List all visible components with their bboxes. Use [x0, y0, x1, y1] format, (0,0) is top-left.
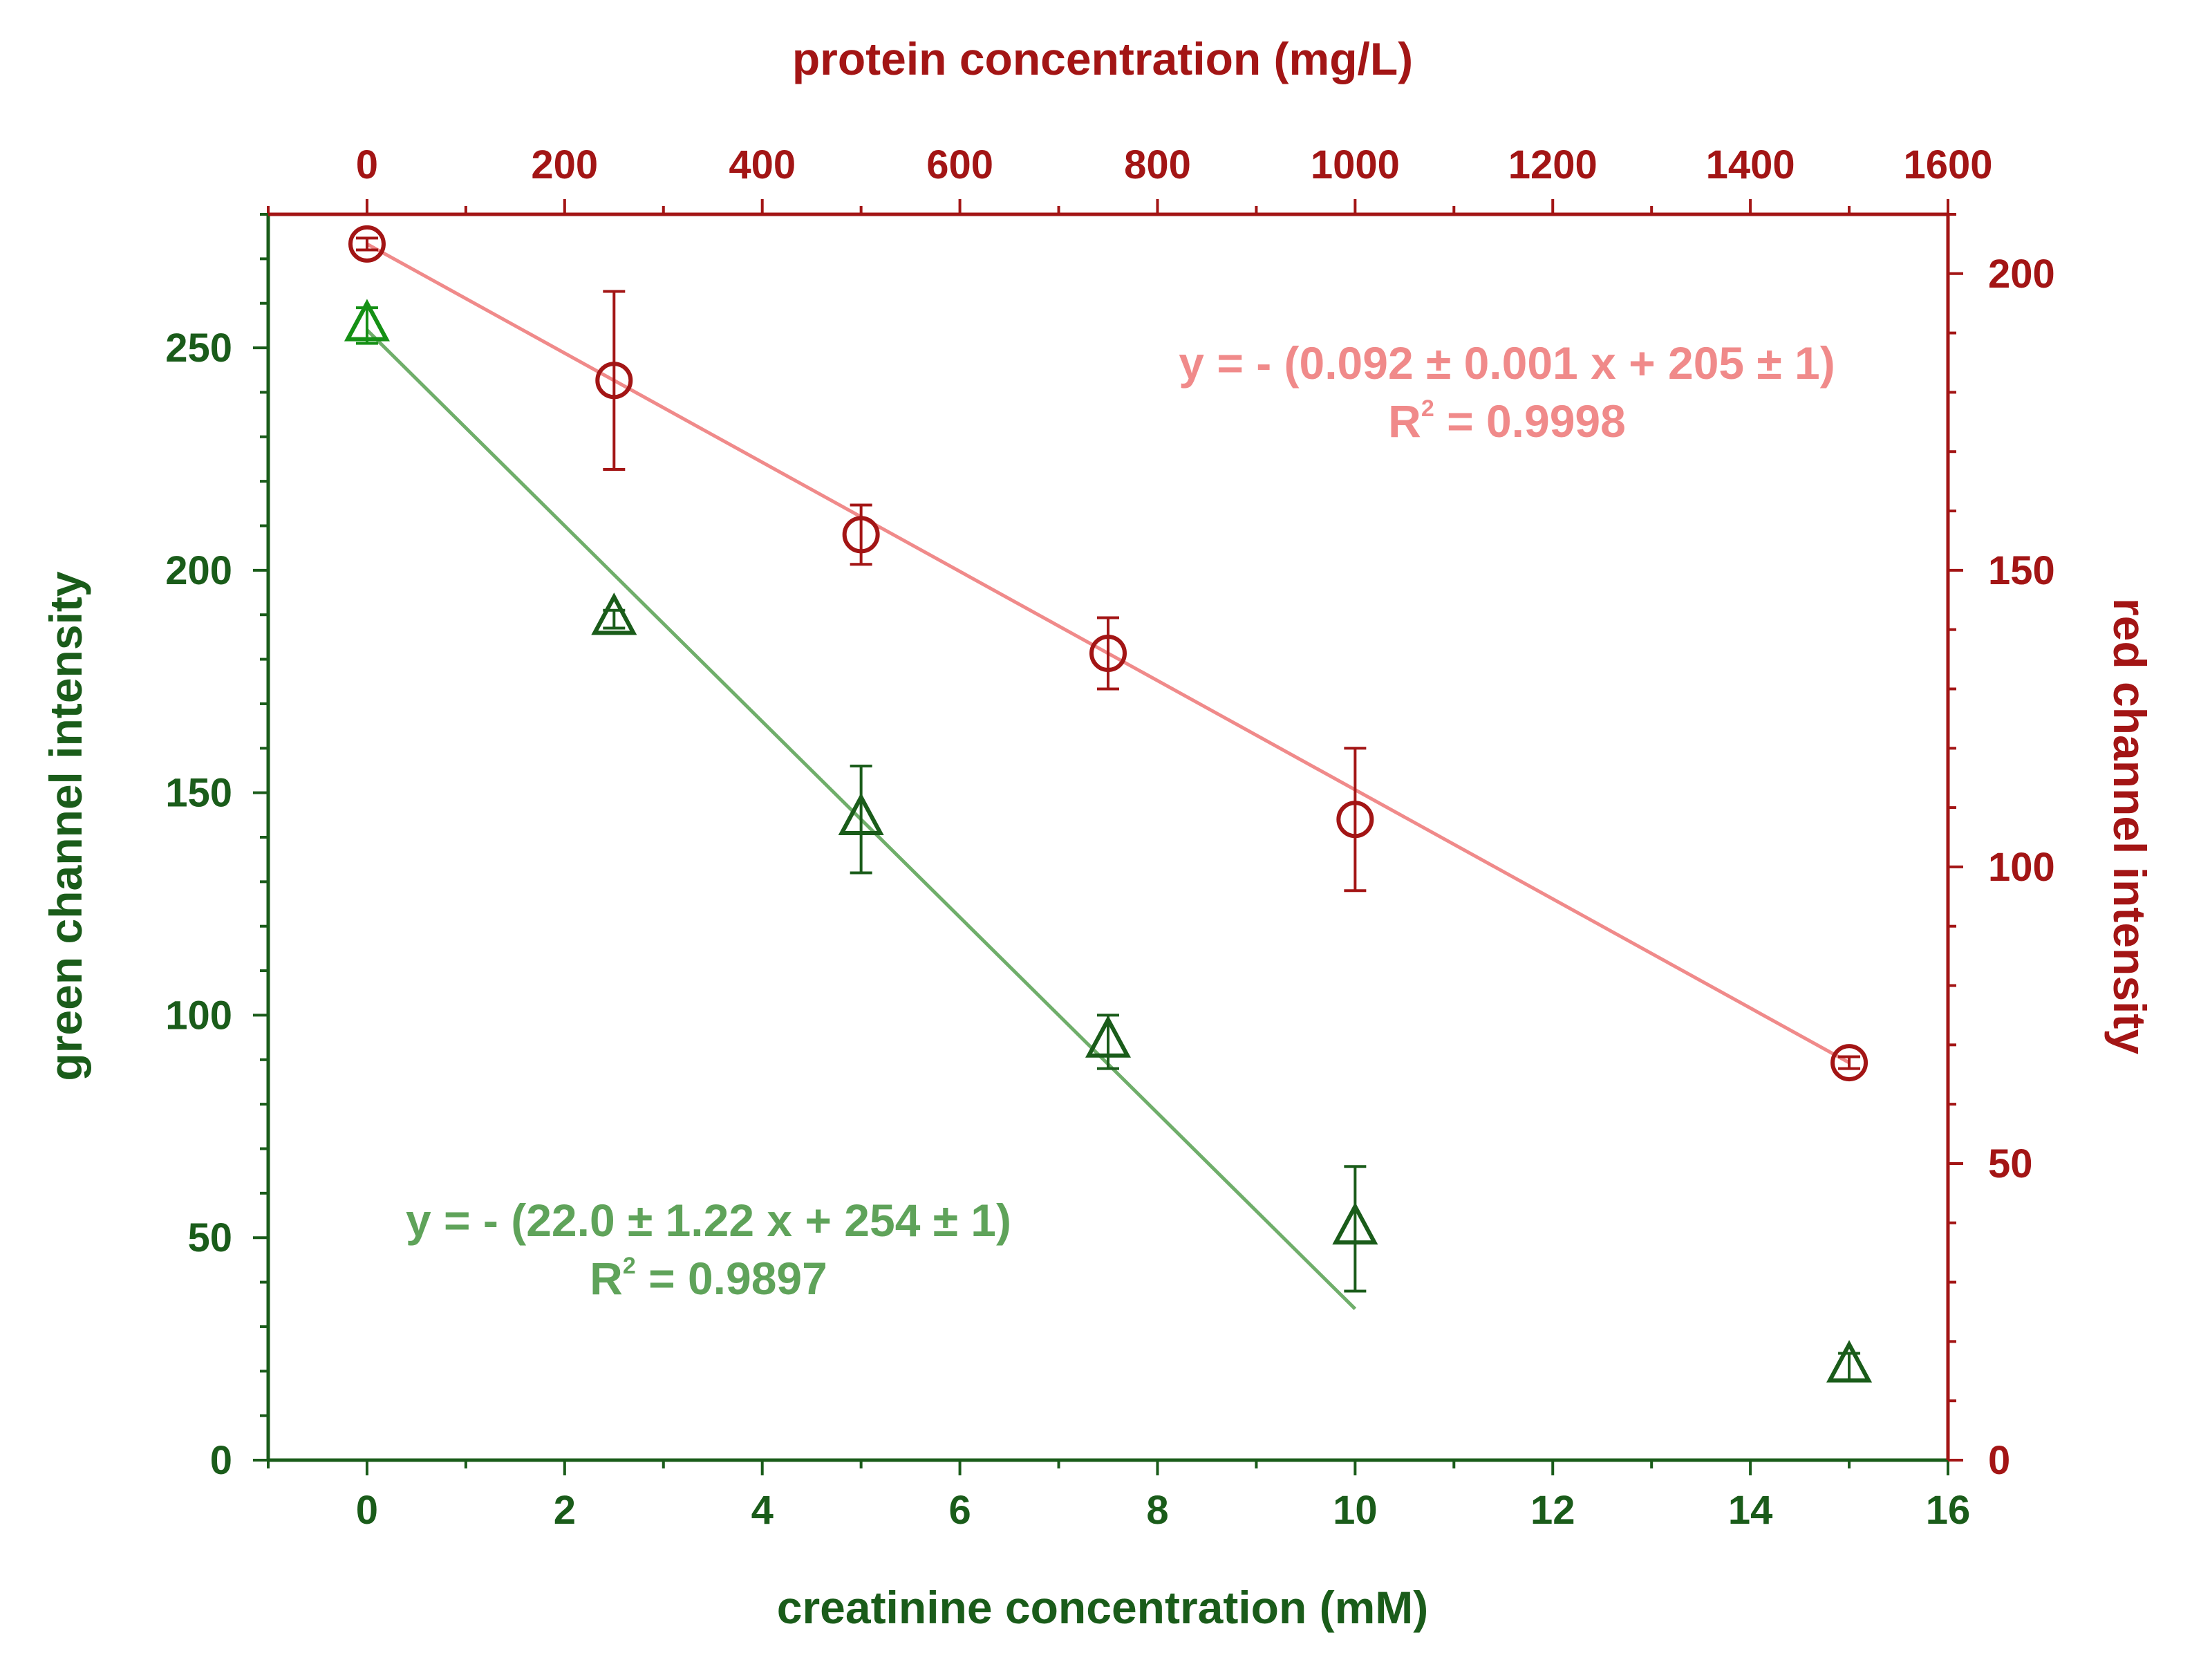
green-fit-r2-prefix: R: [590, 1253, 623, 1304]
triangle-marker: [344, 299, 390, 342]
y2-axis-title: red channel intensity: [2104, 598, 2155, 1054]
x2-tick-label: 0: [356, 142, 378, 187]
x-tick-label: 16: [1926, 1488, 1971, 1533]
triangle-marker: [591, 592, 637, 635]
y-tick-label: 200: [165, 548, 232, 593]
x2-tick-label: 1000: [1311, 142, 1400, 187]
circle-marker: [1830, 1044, 1868, 1082]
y-tick-label: 50: [187, 1215, 232, 1260]
x2-axis-title: protein concentration (mg/L): [792, 33, 1413, 84]
circle-marker: [348, 225, 386, 263]
green-fit-r2: R2 = 0.9897: [590, 1253, 827, 1304]
x-tick-label: 10: [1333, 1488, 1378, 1533]
circle-marker: [1089, 634, 1127, 672]
green-fit-equation: y = - (22.0 ± 1.22 x + 254 ± 1): [406, 1195, 1011, 1246]
green-fit-r2-sup: 2: [623, 1253, 636, 1279]
y-tick-label: 0: [210, 1438, 232, 1483]
green-fit-r2-value: = 0.9897: [636, 1253, 827, 1304]
x-tick-label: 4: [751, 1488, 774, 1533]
circle-marker: [842, 516, 880, 554]
fit-lines: [366, 242, 1851, 1310]
red-fit-equation: y = - (0.092 ± 0.001 x + 205 ± 1): [1179, 337, 1835, 389]
triangle-marker: [838, 792, 884, 836]
x2-tick-label: 800: [1124, 142, 1191, 187]
x2-tick-label: 1600: [1903, 142, 1992, 187]
red-fit-r2-sup: 2: [1421, 395, 1434, 422]
y-axis-title: green channel intensity: [40, 571, 91, 1081]
x2-tick-label: 1400: [1706, 142, 1795, 187]
triangle-marker: [1332, 1202, 1378, 1245]
plot-frame: [266, 212, 1950, 1462]
y-tick-label: 100: [165, 993, 232, 1038]
x-tick-label: 0: [356, 1488, 378, 1533]
x-tick-label: 14: [1728, 1488, 1773, 1533]
x-tick-label: 6: [948, 1488, 971, 1533]
circle-marker: [1336, 801, 1374, 839]
y2-tick-label: 150: [1988, 548, 2055, 593]
x2-tick-label: 600: [926, 142, 993, 187]
axis-ticks: 0 2 4 6 8 10 12 14 160 200 400 600 800 1000 1200 1400 16…: [165, 142, 2055, 1533]
red-fit-r2-prefix: R: [1388, 395, 1421, 447]
red-fit-r2-value: = 0.9998: [1434, 395, 1626, 447]
data-markers: [344, 225, 1873, 1383]
triangle-marker: [1826, 1340, 1873, 1383]
circle-marker: [595, 362, 633, 400]
x-tick-label: 12: [1530, 1488, 1575, 1533]
red-fit-r2: R2 = 0.9998: [1388, 395, 1626, 447]
x-tick-label: 8: [1146, 1488, 1168, 1533]
y2-tick-label: 200: [1988, 252, 2055, 297]
x2-tick-label: 1200: [1508, 142, 1598, 187]
y2-tick-label: 50: [1988, 1141, 2033, 1186]
y-tick-label: 150: [165, 771, 232, 816]
y2-tick-label: 0: [1988, 1438, 2010, 1483]
x-axis-title: creatinine concentration (mM): [777, 1582, 1428, 1633]
x2-tick-label: 400: [729, 142, 796, 187]
x-tick-label: 2: [554, 1488, 576, 1533]
triangle-marker: [1085, 1015, 1132, 1058]
y-tick-label: 250: [165, 326, 232, 371]
x2-tick-label: 200: [531, 142, 598, 187]
y2-tick-label: 100: [1988, 845, 2055, 890]
